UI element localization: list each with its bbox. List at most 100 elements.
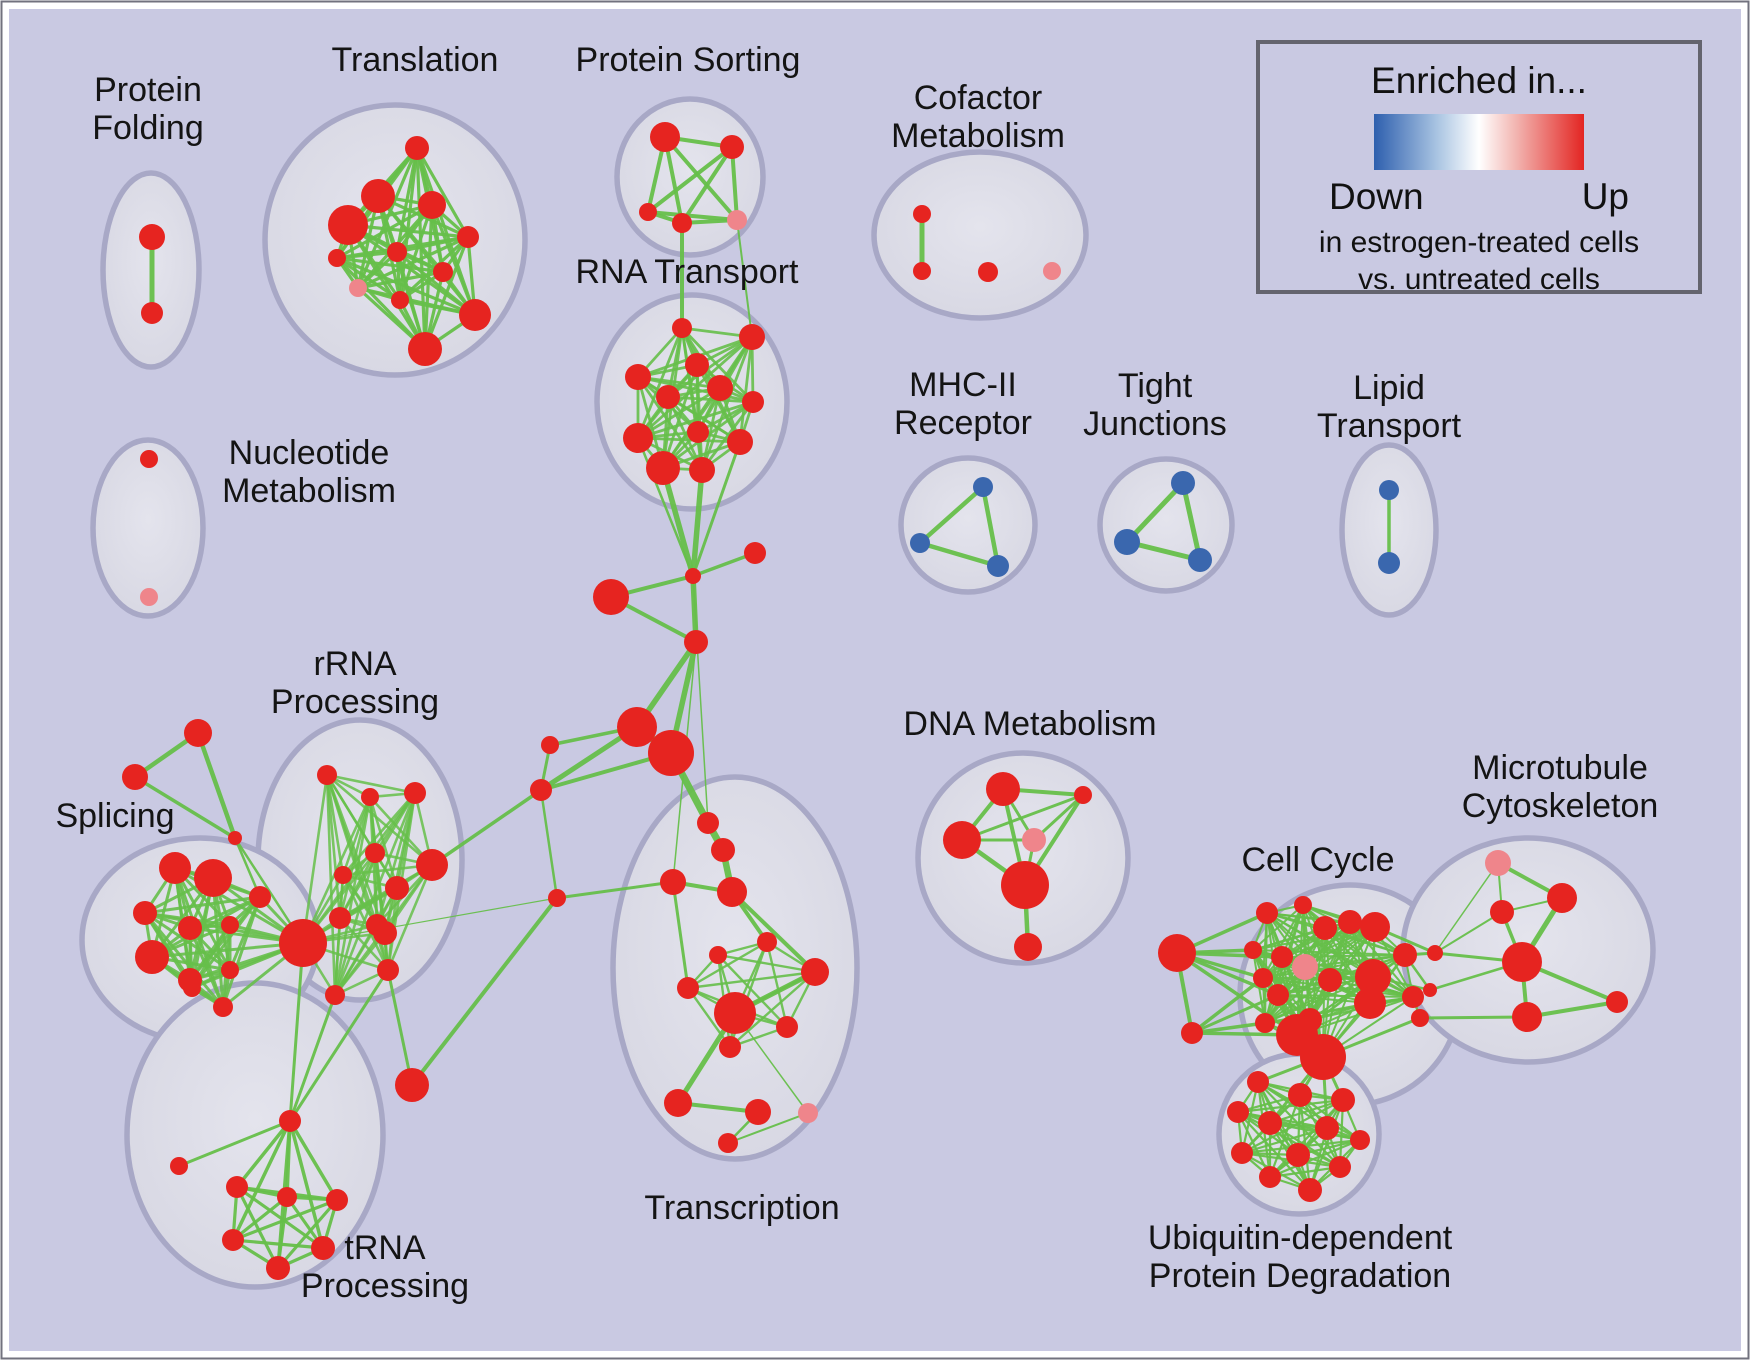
network-node-t14 <box>745 1099 771 1125</box>
network-edge <box>646 145 734 214</box>
network-node-t13 <box>664 1089 692 1117</box>
cluster-ellipse-translation <box>262 102 528 378</box>
network-edge <box>700 386 722 472</box>
network-edge <box>671 880 690 990</box>
network-node-cc13 <box>1255 1013 1275 1033</box>
network-node-mh3 <box>987 555 1009 577</box>
network-node-ps2 <box>720 135 744 159</box>
network-node-rt2 <box>739 324 765 350</box>
cluster-label-tight-junctions: Tight <box>1118 367 1193 405</box>
network-node-tl7 <box>433 262 453 282</box>
network-edge <box>1434 911 1503 954</box>
network-edge <box>288 968 390 1123</box>
network-node-t6 <box>757 932 777 952</box>
network-node-nm2 <box>140 588 158 606</box>
cluster-label-lipid-transport: Lipid <box>1353 369 1425 407</box>
network-node-t9 <box>677 977 699 999</box>
network-node-tl5 <box>457 226 479 248</box>
network-edge <box>150 941 305 959</box>
cluster-label-lipid-transport: Transport <box>1317 407 1462 445</box>
network-edge <box>335 256 402 302</box>
network-edge <box>636 436 695 578</box>
network-node-rr11 <box>377 959 399 981</box>
network-node-t16 <box>718 1133 738 1153</box>
network-edge <box>288 1119 325 1250</box>
cluster-label-rna-transport: RNA Transport <box>576 253 800 291</box>
network-node-mt1 <box>1485 850 1511 876</box>
cluster-label-mhc-ii-receptor: Receptor <box>894 404 1032 442</box>
network-node-tj3 <box>1188 548 1212 572</box>
network-node-ub5 <box>1258 1111 1282 1135</box>
network-node-rt12 <box>689 457 715 483</box>
network-edge <box>1268 1165 1342 1179</box>
network-node-h6 <box>266 1256 290 1280</box>
network-edge <box>333 916 342 997</box>
network-edge <box>1308 1098 1345 1192</box>
network-node-T4 <box>717 877 747 907</box>
network-node-N1 <box>744 542 766 564</box>
cluster-label-microtubule-cytoskeleton: Microtubule <box>1472 749 1648 787</box>
network-node-dn5 <box>1001 861 1049 909</box>
network-edge <box>680 145 734 225</box>
legend-down-label: Down <box>1329 176 1424 217</box>
network-node-mh2 <box>910 533 930 553</box>
cluster-label-trna-processing: tRNA <box>344 1229 426 1267</box>
network-edge <box>727 1112 809 1144</box>
network-node-HB <box>279 919 327 967</box>
network-edge <box>1262 926 1376 979</box>
network-edge <box>356 270 445 290</box>
network-node-G2 <box>1300 1034 1346 1080</box>
network-node-ub1 <box>1247 1071 1269 1093</box>
network-edge <box>276 1198 339 1270</box>
network-edge <box>1264 979 1331 1024</box>
network-edge <box>716 953 817 974</box>
cluster-label-trna-processing: Processing <box>301 1267 469 1305</box>
network-node-ub11 <box>1259 1166 1281 1188</box>
network-node-tl1 <box>405 136 429 160</box>
network-edge <box>1268 1138 1362 1179</box>
network-edge <box>1190 993 1280 1035</box>
network-node-dn2 <box>1074 786 1092 804</box>
network-node-mt3 <box>1490 900 1514 924</box>
network-node-cf3 <box>978 262 998 282</box>
network-edge <box>1190 976 1265 1035</box>
network-node-h4 <box>222 1229 244 1251</box>
legend-caption-line2: vs. untreated cells <box>1358 263 1600 296</box>
network-node-rt10 <box>727 429 753 455</box>
network-node-ps1 <box>650 122 680 152</box>
cluster-label-microtubule-cytoskeleton: Cytoskeleton <box>1462 787 1659 825</box>
network-node-cc9 <box>1253 968 1273 988</box>
network-node-t7 <box>709 946 727 964</box>
cluster-label-cofactor-metabolism: Cofactor <box>914 79 1043 117</box>
network-node-Rbr <box>395 1068 429 1102</box>
network-edge <box>1124 480 1186 545</box>
network-node-dn4 <box>1022 828 1046 852</box>
network-node-cc5 <box>1271 946 1293 968</box>
network-edge <box>1264 912 1268 1024</box>
network-node-F4 <box>170 1157 188 1175</box>
network-node-tl10 <box>459 299 491 331</box>
network-node-t8 <box>801 958 829 986</box>
cluster-label-nucleotide-metabolism: Nucleotide <box>229 434 390 472</box>
network-node-cc10 <box>1267 984 1289 1006</box>
network-node-nm1 <box>140 450 158 468</box>
network-edge <box>302 897 558 944</box>
network-node-ub2 <box>1288 1083 1312 1107</box>
network-edge <box>691 440 742 578</box>
network-edge <box>341 791 417 877</box>
network-edge <box>231 1119 292 1242</box>
network-node-rt6 <box>656 385 680 409</box>
cluster-label-rrna-processing: rRNA <box>313 645 396 683</box>
network-node-rt9 <box>623 423 653 453</box>
network-node-rr1 <box>317 765 337 785</box>
network-node-tl2 <box>361 179 395 213</box>
network-edge <box>301 773 329 945</box>
network-node-mt4 <box>1502 942 1542 982</box>
network-edge <box>716 953 789 1029</box>
network-edge <box>1240 1126 1329 1155</box>
network-node-T3 <box>660 869 686 895</box>
cluster-label-ubiquitin-degradation: Ubiquitin-dependent <box>1148 1219 1453 1257</box>
network-node-cc11 <box>1355 959 1391 995</box>
